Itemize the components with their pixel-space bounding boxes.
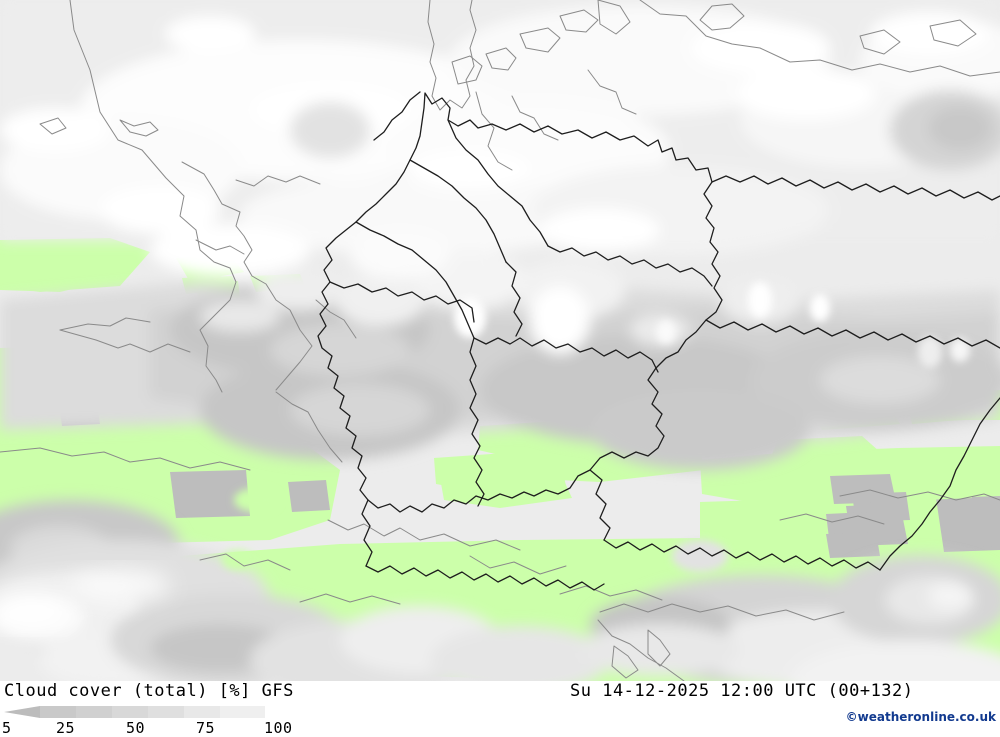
- colorbar-arrow: [4, 706, 40, 718]
- map-footer: Cloud cover (total) [%] GFS Su 14-12-202…: [0, 681, 1000, 737]
- bright-patches: [0, 569, 170, 628]
- colorbar-tick-0: 5: [2, 719, 12, 737]
- cloud-cores: [222, 282, 970, 572]
- colorbar-svg: [4, 706, 265, 718]
- colorbar-tick-3: 75: [196, 719, 216, 737]
- colorbar-tick-1: 25: [56, 719, 76, 737]
- cloud-cover-map: [0, 0, 1000, 681]
- cloud-cover-colorbar: [0, 705, 300, 719]
- colorbar-tick-2: 50: [126, 719, 146, 737]
- colorbar-tick-4: 100: [264, 719, 293, 737]
- copyright-notice: ©weatheronline.co.uk: [845, 710, 996, 724]
- cloud-cover-field: [0, 0, 1000, 681]
- map-borders: [0, 0, 1000, 681]
- forecast-run-info: Su 14-12-2025 12:00 UTC (00+132): [570, 681, 914, 701]
- legend-title: Cloud cover (total) [%] GFS: [4, 681, 294, 701]
- country-borders: [317, 91, 1000, 591]
- map-canvas[interactable]: [0, 0, 1000, 681]
